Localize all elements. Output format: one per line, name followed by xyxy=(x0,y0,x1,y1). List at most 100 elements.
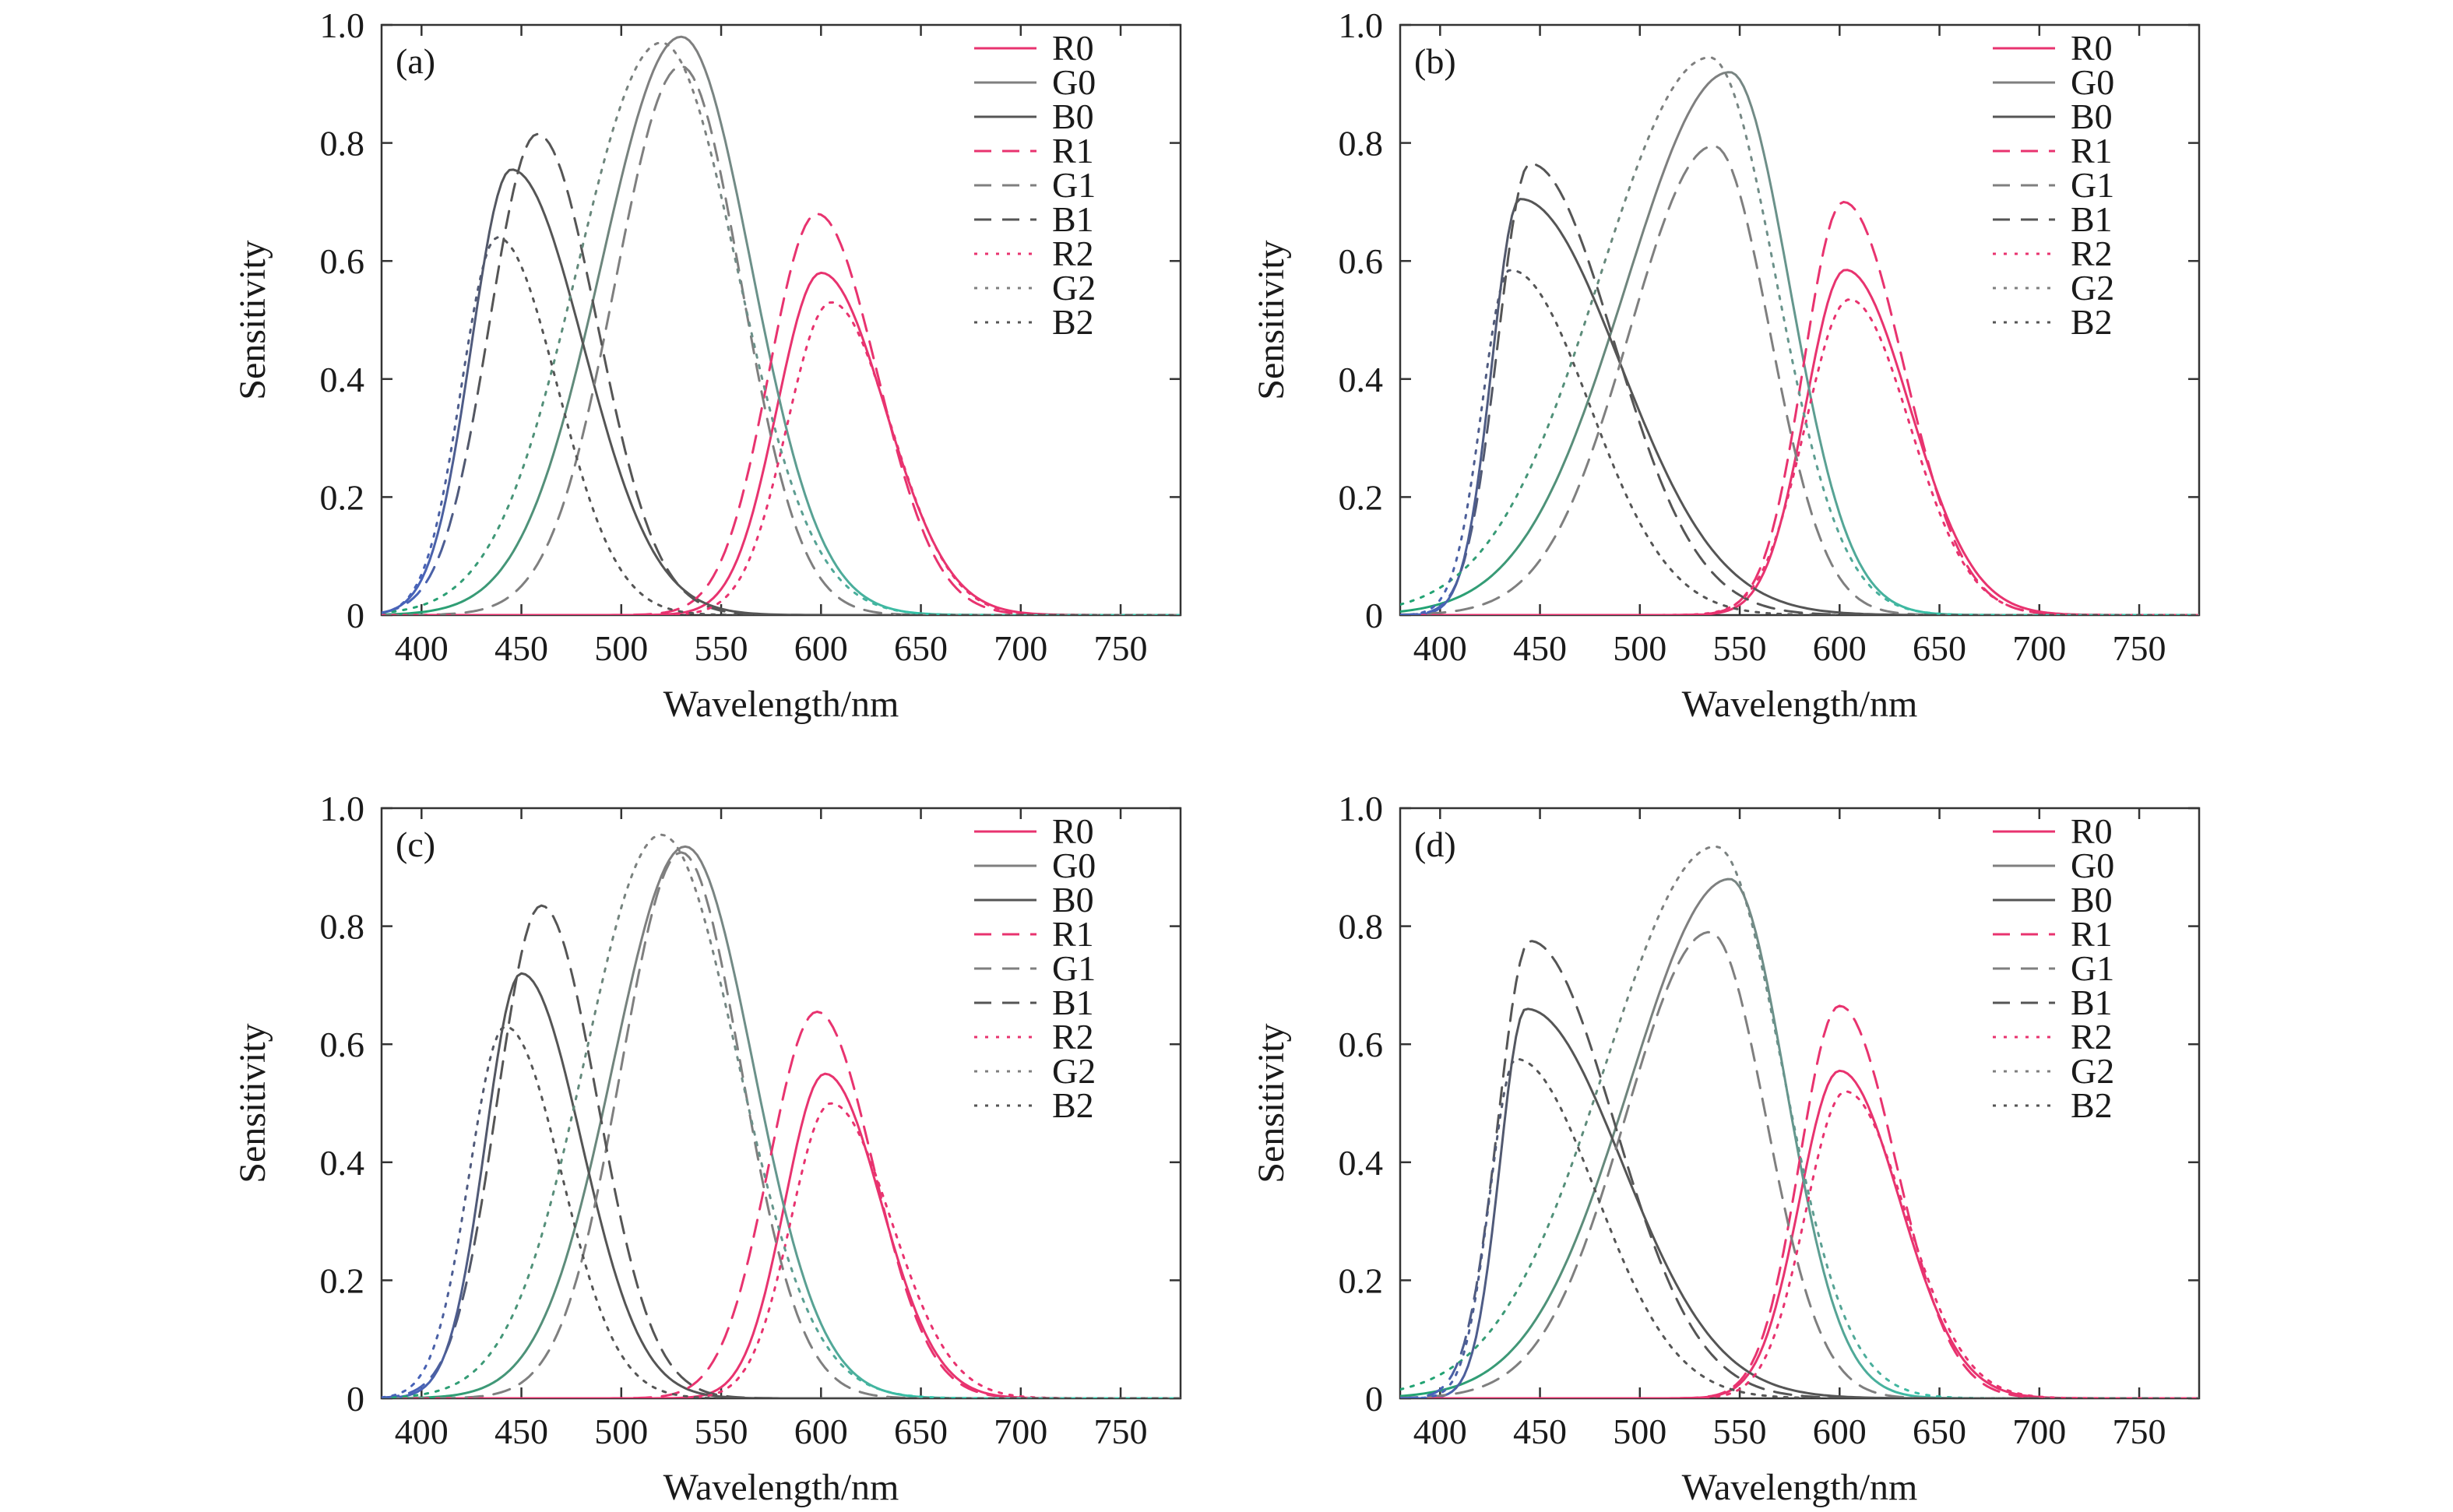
y-tick-label: 0.8 xyxy=(1339,907,1384,947)
legend-label-R1: R1 xyxy=(1052,131,1094,171)
y-axis-title: Sensitivity xyxy=(232,240,273,399)
series-line-B1 xyxy=(382,904,1181,1398)
x-axis-title: Wavelength/nm xyxy=(1682,1467,1918,1508)
x-tick-label: 650 xyxy=(1913,628,1966,668)
y-tick-label: 0.6 xyxy=(320,241,365,281)
legend-label-B0: B0 xyxy=(1052,880,1094,920)
x-tick-label: 450 xyxy=(1513,1412,1567,1451)
legend-label-B1: B1 xyxy=(2071,983,2113,1022)
y-tick-label: 0 xyxy=(347,596,364,635)
x-tick-label: 600 xyxy=(794,628,848,668)
legend-label-B2: B2 xyxy=(2071,1085,2113,1125)
x-tick-label: 500 xyxy=(1613,628,1666,668)
x-tick-label: 550 xyxy=(695,628,748,668)
y-tick-label: 0.6 xyxy=(320,1025,365,1064)
x-tick-label: 750 xyxy=(2113,1412,2166,1451)
series-line-B0 xyxy=(382,972,1181,1398)
legend-label-G2: G2 xyxy=(2071,268,2114,308)
y-tick-label: 0.4 xyxy=(1339,360,1384,399)
legend-label-B0: B0 xyxy=(2071,880,2113,920)
legend-label-B1: B1 xyxy=(2071,199,2113,239)
y-tick-label: 0 xyxy=(1365,1379,1383,1419)
legend-label-G2: G2 xyxy=(2071,1051,2114,1091)
legend-label-B2: B2 xyxy=(2071,302,2113,342)
y-tick-label: 0.2 xyxy=(320,1261,365,1300)
x-tick-label: 400 xyxy=(1413,1412,1467,1451)
x-tick-label: 550 xyxy=(695,1412,748,1451)
series-line-G0 xyxy=(382,845,1181,1398)
legend-label-B2: B2 xyxy=(1052,302,1094,342)
x-tick-label: 600 xyxy=(794,1412,848,1451)
y-tick-label: 0.6 xyxy=(1339,1025,1384,1064)
series-line-G2 xyxy=(382,41,1181,615)
panel-label: (a) xyxy=(396,41,435,81)
legend-label-R0: R0 xyxy=(2071,28,2113,68)
legend-label-G0: G0 xyxy=(2071,846,2114,885)
panel-label: (d) xyxy=(1414,825,1456,864)
legend-label-R2: R2 xyxy=(2071,1017,2113,1057)
legend-label-R2: R2 xyxy=(1052,234,1094,273)
series-line-B0 xyxy=(1400,1007,2199,1398)
series-line-R2 xyxy=(1400,298,2199,615)
legend-label-G1: G1 xyxy=(1052,948,1096,988)
series-line-R1 xyxy=(382,213,1181,615)
x-tick-label: 550 xyxy=(1713,1412,1767,1451)
legend-label-B2: B2 xyxy=(1052,1085,1094,1125)
series-line-B0 xyxy=(1400,198,2199,615)
x-tick-label: 450 xyxy=(494,628,548,668)
legend-label-G1: G1 xyxy=(1052,165,1096,205)
legend-label-B1: B1 xyxy=(1052,199,1094,239)
x-tick-label: 600 xyxy=(1813,628,1867,668)
x-tick-label: 650 xyxy=(894,1412,948,1451)
curves xyxy=(382,35,1181,615)
y-tick-label: 0.4 xyxy=(320,1143,365,1183)
series-line-B1 xyxy=(1400,162,2199,615)
x-axis-title: Wavelength/nm xyxy=(1682,684,1918,725)
y-tick-label: 0.2 xyxy=(320,477,365,517)
x-tick-label: 750 xyxy=(1094,628,1148,668)
panel-c: 400 450 500 550 600 650 700 750 0 0.2 0.4 0.6 0.8 1.0… xyxy=(232,789,1182,1508)
curves xyxy=(1400,845,2199,1398)
legend-label-G2: G2 xyxy=(1052,268,1096,308)
panel-d: 400 450 500 550 600 650 700 750 0 0.2 0.4 0.6 0.8 1.0… xyxy=(1251,789,2201,1508)
series-line-G2 xyxy=(1400,56,2199,615)
x-tick-label: 750 xyxy=(2113,628,2166,668)
legend-label-G1: G1 xyxy=(2071,165,2114,205)
y-tick-label: 0 xyxy=(1365,596,1383,635)
legend-label-G0: G0 xyxy=(1052,62,1096,102)
y-tick-label: 0.8 xyxy=(1339,124,1384,164)
legend-label-R1: R1 xyxy=(2071,914,2113,954)
y-tick-label: 1.0 xyxy=(320,789,365,828)
x-tick-label: 500 xyxy=(594,628,648,668)
x-tick-label: 450 xyxy=(1513,628,1567,668)
legend-label-G0: G0 xyxy=(2071,62,2114,102)
series-line-B1 xyxy=(1400,940,2199,1398)
x-tick-label: 700 xyxy=(2012,1412,2066,1451)
series-line-G1 xyxy=(382,851,1181,1398)
y-axis-title: Sensitivity xyxy=(232,1023,273,1183)
y-axis-title: Sensitivity xyxy=(1251,1023,1292,1183)
panel-label: (b) xyxy=(1414,41,1456,81)
x-tick-label: 600 xyxy=(1813,1412,1867,1451)
x-tick-label: 650 xyxy=(1913,1412,1966,1451)
panel-label: (c) xyxy=(396,825,435,864)
x-tick-label: 400 xyxy=(1413,628,1467,668)
legend-label-R0: R0 xyxy=(1052,811,1094,851)
curves xyxy=(382,833,1181,1398)
panel-a: 400 450 500 550 600 650 700 750 0 0.2 0.4 0.6 0.8 1.0… xyxy=(232,5,1182,725)
series-line-G1 xyxy=(382,65,1181,615)
y-tick-label: 0.4 xyxy=(1339,1143,1384,1183)
legend-label-B0: B0 xyxy=(2071,97,2113,136)
legend-label-R0: R0 xyxy=(1052,28,1094,68)
y-tick-label: 1.0 xyxy=(1339,5,1384,45)
series-line-R2 xyxy=(1400,1090,2199,1398)
x-tick-label: 550 xyxy=(1713,628,1767,668)
x-tick-label: 450 xyxy=(494,1412,548,1451)
curves xyxy=(1400,56,2199,615)
x-tick-label: 400 xyxy=(395,628,449,668)
